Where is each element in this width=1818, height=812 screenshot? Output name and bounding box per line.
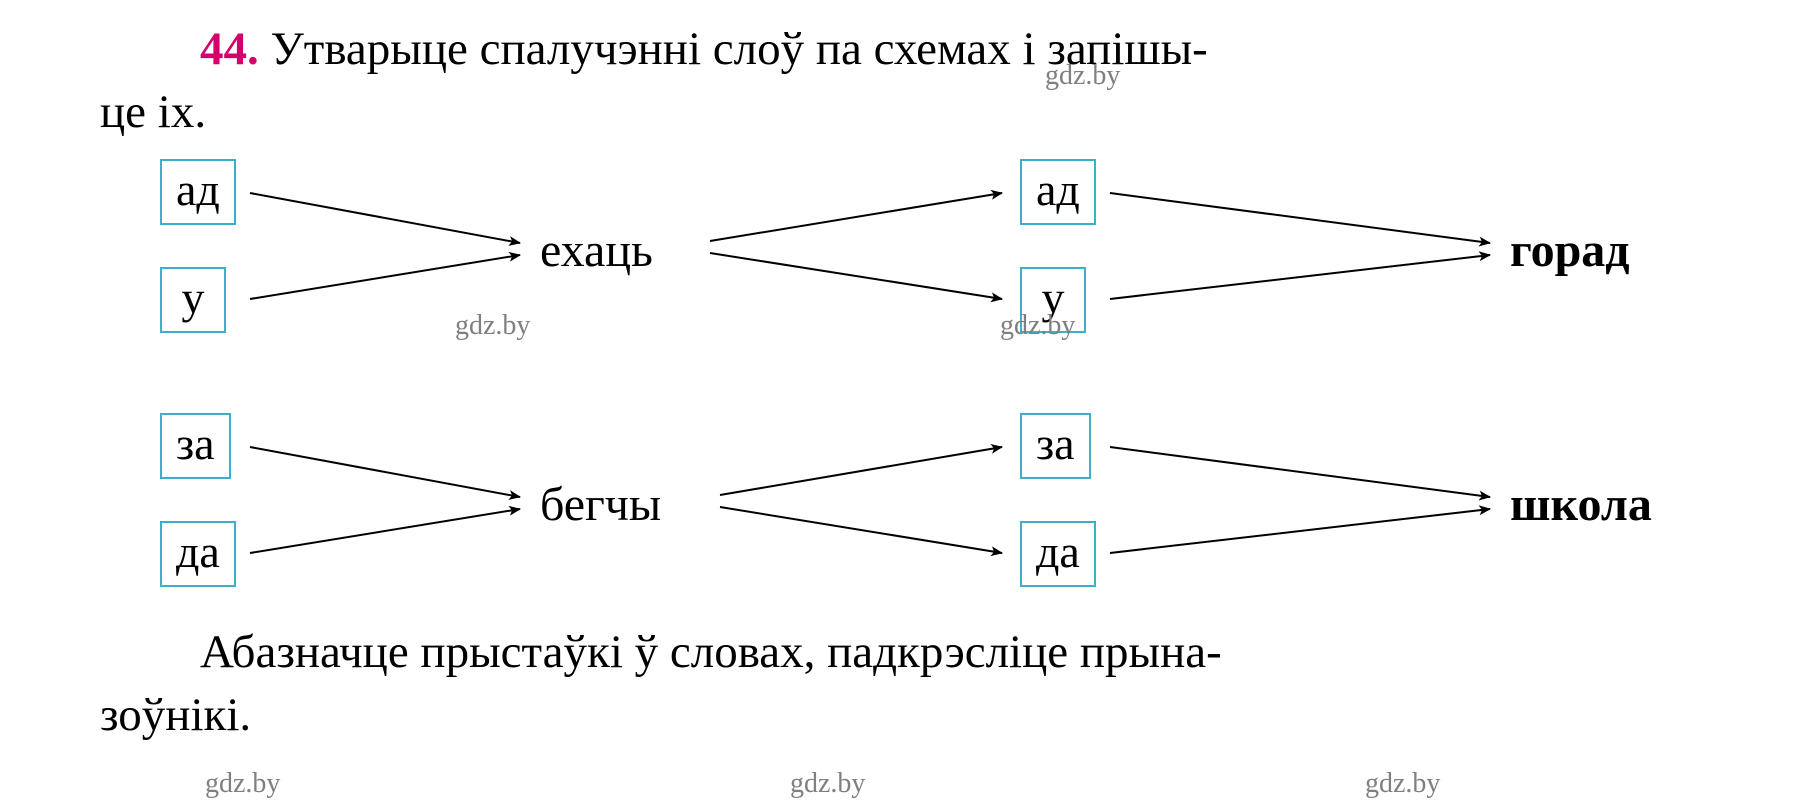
followup-line-2: зоўнікі. (100, 684, 1758, 747)
exercise-number: 44. (200, 23, 259, 75)
prefix-box-da1: да (160, 521, 236, 587)
prefix-box-u1: у (160, 267, 226, 333)
word-horad: горад (1510, 227, 1630, 275)
page-root: 44. Утварыце спалучэнні слоў па схемах і… (0, 0, 1818, 812)
instruction-rest: Утварыце спалучэнні слоў па схемах і зап… (259, 23, 1208, 75)
word-scheme-diagram: ад у за да ад у за да ехаць бегчы горад школа (100, 159, 1800, 609)
prefix-box-za2: за (1020, 413, 1091, 479)
prefix-box-za1: за (160, 413, 231, 479)
arrow-5 (1110, 255, 1490, 299)
prefix-box-da2: да (1020, 521, 1096, 587)
prefix-box-ad2: ад (1020, 159, 1096, 225)
arrow-1 (250, 255, 520, 299)
prefix-box-ad1: ад (160, 159, 236, 225)
arrow-6 (250, 447, 520, 497)
instruction-line-1: 44. Утварыце спалучэнні слоў па схемах і… (100, 18, 1758, 81)
watermark-3: gdz.by (205, 768, 280, 800)
exercise-followup: Абазначце прыстаўкі ў словах, падкрэсліц… (100, 621, 1758, 748)
word-behchy: бегчы (540, 481, 661, 529)
prefix-box-u2: у (1020, 267, 1086, 333)
arrow-4 (1110, 193, 1490, 243)
arrow-11 (1110, 509, 1490, 553)
arrow-8 (720, 447, 1002, 495)
arrow-9 (720, 507, 1002, 553)
exercise-instruction: 44. Утварыце спалучэнні слоў па схемах і… (100, 18, 1758, 145)
arrow-7 (250, 509, 520, 553)
arrow-0 (250, 193, 520, 243)
arrow-10 (1110, 447, 1490, 497)
arrow-2 (710, 193, 1002, 241)
watermark-5: gdz.by (1365, 768, 1440, 800)
word-ehats: ехаць (540, 227, 653, 275)
watermark-4: gdz.by (790, 768, 865, 800)
arrow-3 (710, 253, 1002, 299)
word-shkola: школа (1510, 481, 1652, 529)
followup-line-1: Абазначце прыстаўкі ў словах, падкрэсліц… (100, 621, 1758, 684)
instruction-line-2: це іх. (100, 81, 1758, 144)
